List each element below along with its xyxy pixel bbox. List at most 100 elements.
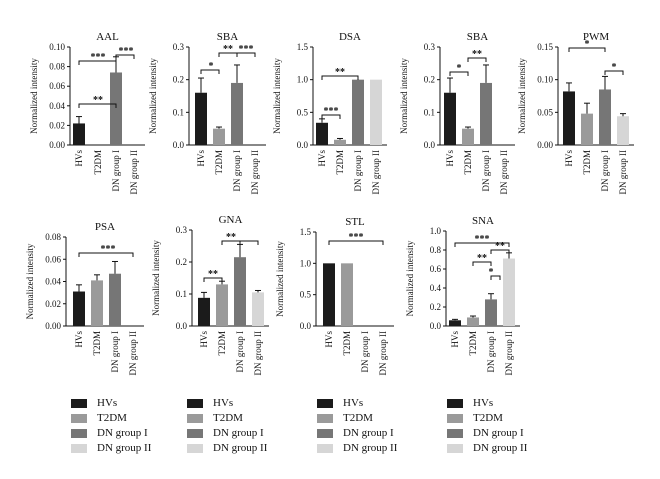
y-tick-label: 0.5 [297, 107, 309, 117]
bar-t2dm [341, 263, 353, 326]
legend-swatch [447, 413, 463, 423]
significance-label: ** [495, 241, 505, 252]
significance-label: ** [226, 232, 236, 243]
y-tick-label: 0.08 [45, 232, 61, 242]
y-axis-label: Normalized intensity [405, 240, 415, 316]
y-tick-label: 0.8 [430, 245, 442, 255]
x-tick-label: T2DM [92, 331, 102, 356]
y-tick-label: 0.0 [176, 321, 188, 331]
legend-label: T2DM [97, 412, 127, 424]
y-tick-label: 0.05 [537, 107, 553, 117]
significance-label: * [457, 63, 462, 74]
y-tick-label: 1.0 [430, 226, 442, 236]
y-tick-label: 0.10 [537, 75, 553, 85]
legend-3: HVs T2DM DN group I DN group II [317, 396, 397, 456]
significance-label: ** [335, 67, 345, 78]
x-tick-label: T2DM [463, 150, 473, 175]
y-tick-label: 0.00 [49, 140, 65, 150]
bar-hvs [563, 91, 575, 145]
y-tick-label: 0.0 [424, 140, 436, 150]
significance-label: *** [101, 244, 116, 255]
legend-label: HVs [473, 397, 494, 409]
y-axis-label: Normalized intensity [517, 58, 527, 134]
legend-swatch [187, 428, 203, 438]
bar-dn-group-i [599, 89, 611, 145]
legend-swatch [447, 443, 463, 453]
legend-swatch [71, 413, 87, 423]
panel-8-stl: STL 0.0 0.5 1.0 1.5 Normalized intensity HVs T2… [275, 216, 394, 376]
bar-dn-group-i [109, 273, 121, 326]
legend-label: DN group II [473, 442, 528, 454]
significance-label: *** [475, 234, 490, 245]
significance-label: * [209, 61, 214, 72]
bar-dn-group-i [110, 72, 122, 145]
y-tick-label: 0.0 [430, 321, 442, 331]
x-tick-label: DN group I [235, 331, 245, 373]
panel-title: DSA [339, 31, 361, 43]
legend-1: HVs T2DM DN group I DN group II [71, 396, 151, 456]
significance-bracket [568, 47, 606, 52]
y-tick-label: 0.06 [49, 81, 65, 91]
x-tick-label: DN group II [618, 150, 628, 195]
legend-item: T2DM [317, 411, 397, 425]
significance-bracket [78, 252, 134, 257]
x-tick-label: DN group I [481, 150, 491, 192]
legend-item: HVs [447, 396, 527, 410]
legend-swatch [71, 428, 87, 438]
bar-t2dm [462, 128, 474, 145]
bar-hvs [195, 92, 207, 145]
significance-label: *** [349, 232, 364, 243]
y-tick-label: 0.00 [45, 321, 61, 331]
legend-item: T2DM [187, 411, 267, 425]
legend-item: HVs [317, 396, 397, 410]
y-tick-label: 1.5 [300, 227, 312, 237]
x-tick-label: DN group I [232, 150, 242, 192]
significance-label: *** [91, 52, 106, 63]
bar-t2dm [216, 284, 228, 326]
y-tick-label: 0.2 [424, 75, 435, 85]
x-tick-label: DN group I [486, 331, 496, 373]
bar-hvs [73, 123, 85, 145]
panel-3-dsa: DSA 0.0 0.5 1.0 1.5 Normalized intensity HVs T2… [272, 31, 387, 195]
x-tick-label: T2DM [93, 150, 103, 175]
y-tick-label: 0.6 [430, 264, 442, 274]
significance-bracket [328, 240, 384, 245]
legend-label: DN group II [213, 442, 268, 454]
legend-item: HVs [187, 396, 267, 410]
legend-swatch [317, 398, 333, 408]
x-tick-label: T2DM [342, 331, 352, 356]
significance-bracket [236, 52, 256, 57]
x-tick-label: T2DM [217, 331, 227, 356]
legend-label: T2DM [473, 412, 503, 424]
significance-bracket [78, 60, 117, 65]
bar-dn-group-i [234, 257, 246, 326]
bar-hvs [449, 320, 461, 326]
y-tick-label: 0.10 [49, 42, 65, 52]
bar-dn-group-ii [370, 79, 382, 145]
x-tick-label: DN group II [129, 150, 139, 195]
significance-bracket [78, 103, 117, 108]
y-tick-label: 0.2 [430, 302, 441, 312]
legend-label: HVs [97, 397, 118, 409]
significance-bracket [115, 54, 135, 59]
x-tick-label: HVs [74, 331, 84, 348]
panel-6-psa: PSA 0.00 0.02 0.04 0.06 0.08 Normalized intens… [25, 221, 144, 376]
x-tick-label: HVs [564, 150, 574, 167]
bar-hvs [198, 297, 210, 326]
legend-item: DN group II [187, 441, 267, 455]
legend-item: T2DM [447, 411, 527, 425]
significance-label: ** [223, 44, 233, 55]
significance-label: *** [119, 46, 134, 57]
x-tick-label: HVs [317, 150, 327, 167]
y-axis-label: Normalized intensity [399, 58, 409, 134]
significance-bracket [321, 114, 341, 119]
x-tick-label: DN group I [600, 150, 610, 192]
legend-label: T2DM [213, 412, 243, 424]
x-tick-label: DN group II [504, 331, 514, 376]
bar-dn-group-ii [503, 258, 515, 326]
legend-label: HVs [343, 397, 364, 409]
y-tick-label: 1.0 [297, 75, 309, 85]
legend-item: DN group II [317, 441, 397, 455]
legend-item: T2DM [71, 411, 151, 425]
